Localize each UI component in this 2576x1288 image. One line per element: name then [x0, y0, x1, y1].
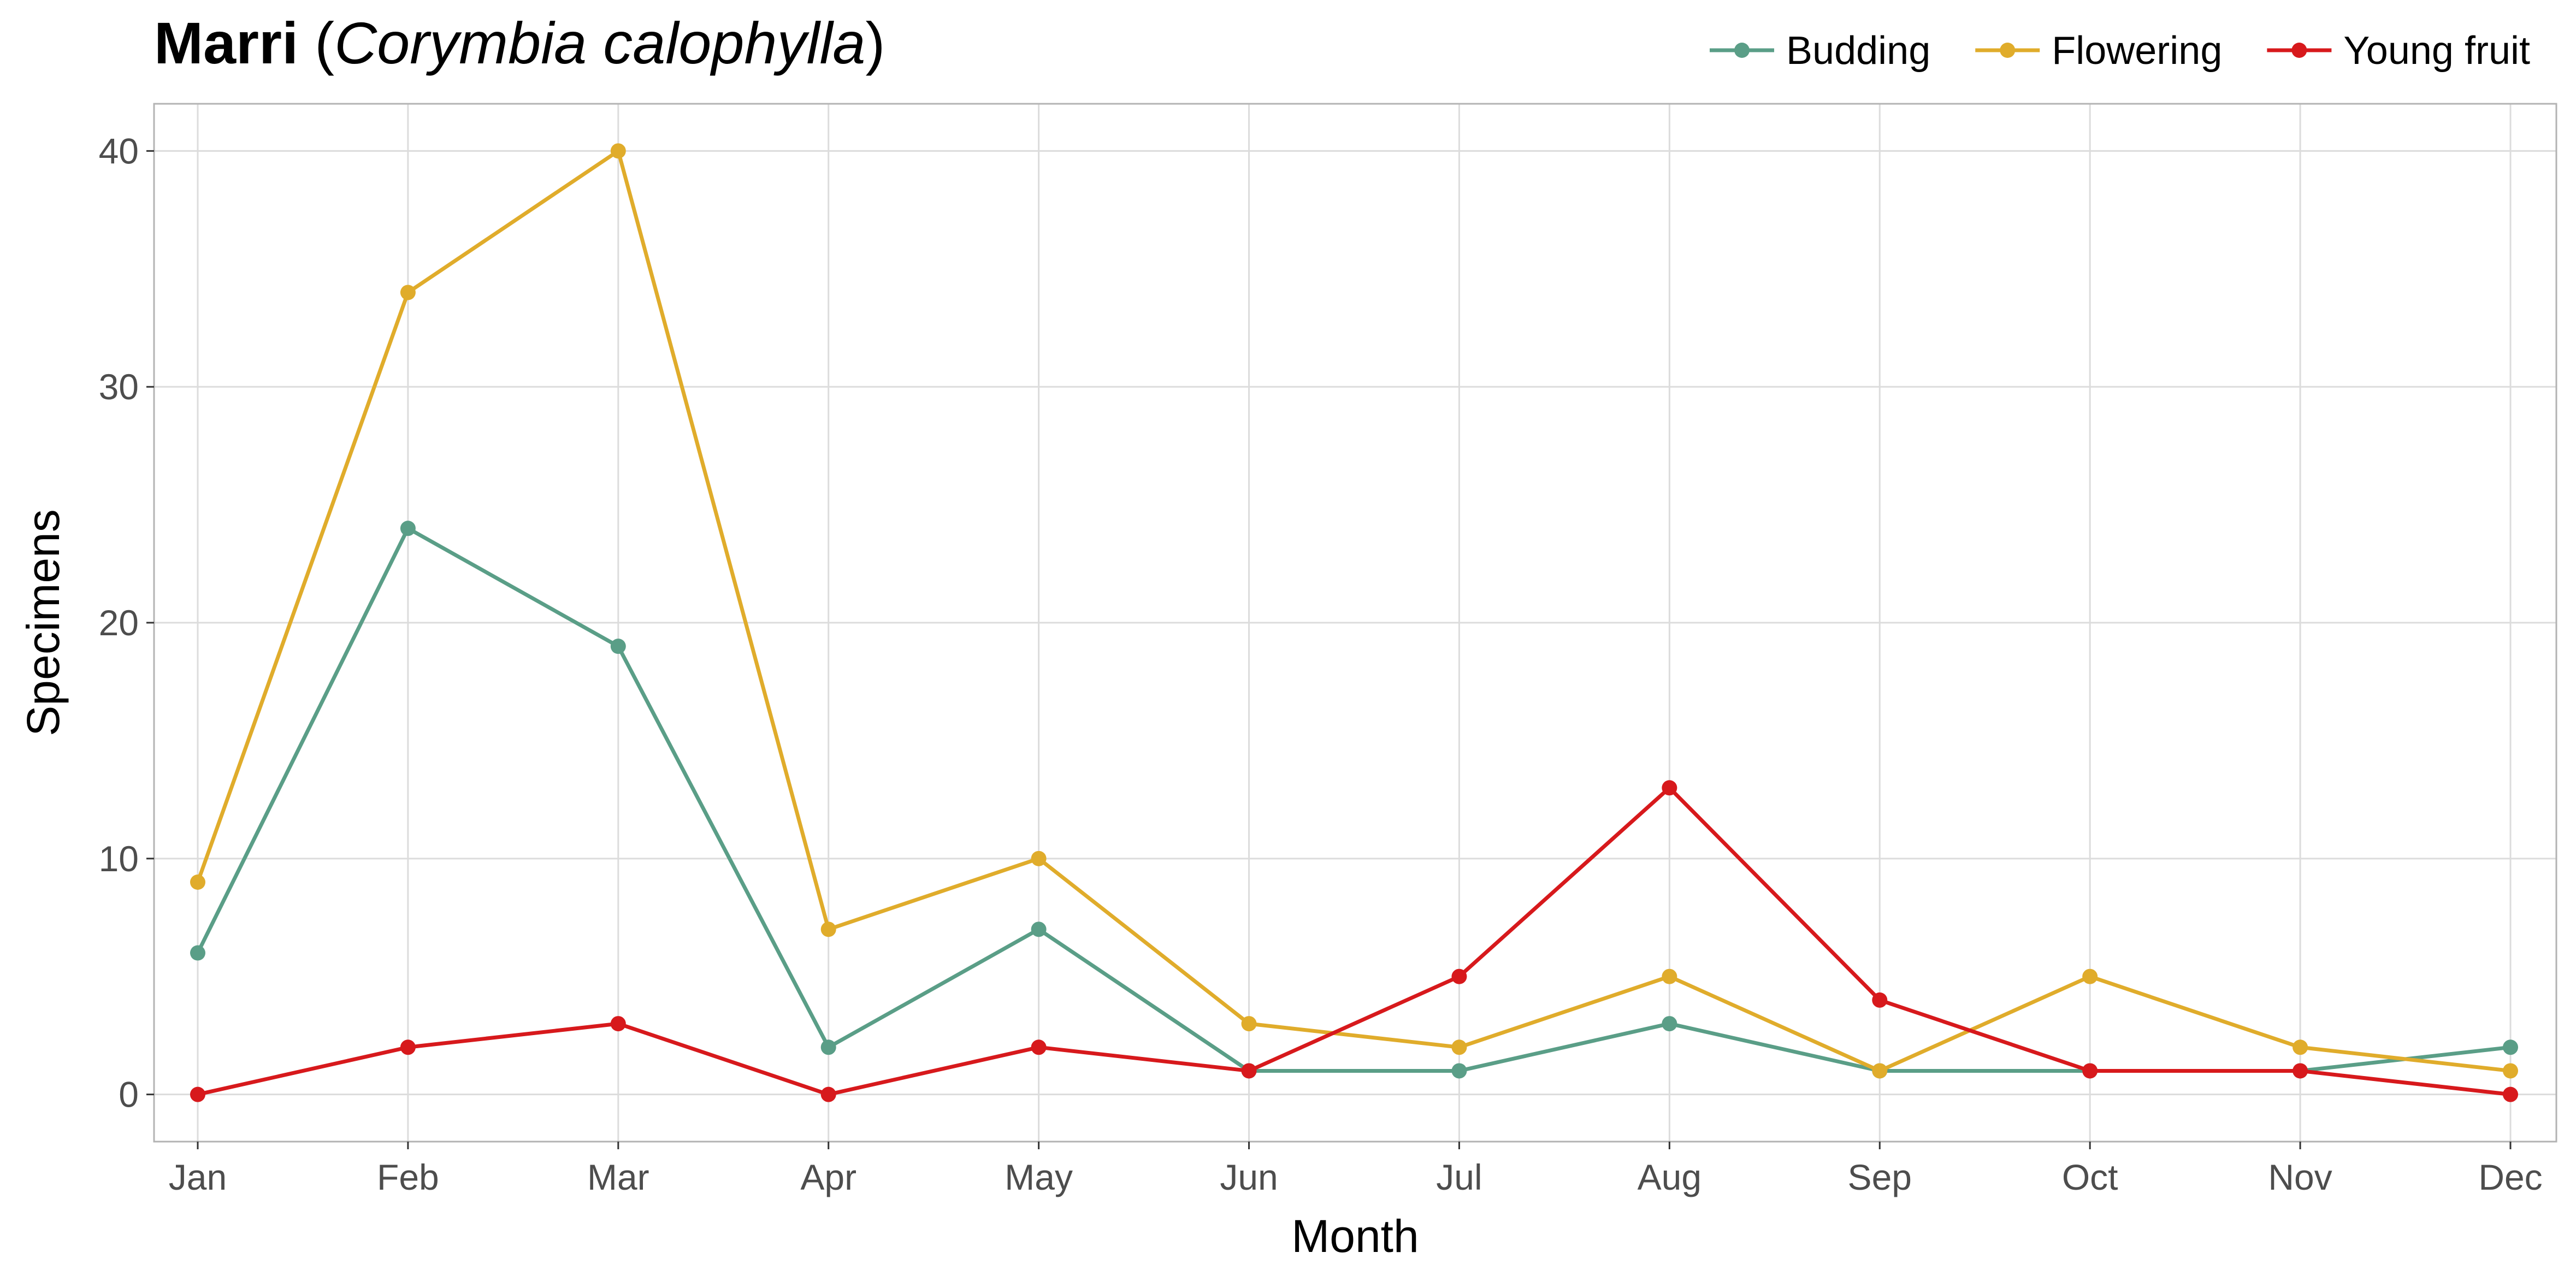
- data-point: [1872, 992, 1888, 1008]
- legend-label: Budding: [1786, 29, 1930, 73]
- data-point: [1031, 1039, 1047, 1055]
- data-point: [1031, 921, 1047, 937]
- chart-title-bold: Marri: [154, 10, 298, 76]
- x-tick-label: Dec: [2478, 1157, 2542, 1197]
- data-point: [820, 1039, 836, 1055]
- x-tick-label: Oct: [2062, 1157, 2118, 1197]
- data-point: [2293, 1039, 2308, 1055]
- y-tick-label: 30: [99, 367, 139, 407]
- data-point: [610, 639, 626, 654]
- data-point: [2293, 1063, 2308, 1079]
- x-tick-label: Aug: [1638, 1157, 1701, 1197]
- series-line: [196, 785, 2513, 1097]
- series-line: [196, 526, 2513, 1073]
- series-line: [196, 149, 2513, 1073]
- data-point: [1662, 968, 1677, 984]
- y-tick-label: 20: [99, 602, 139, 643]
- data-point: [1451, 1039, 1467, 1055]
- legend-item: Young fruit: [2267, 29, 2530, 73]
- x-axis-title: Month: [1291, 1210, 1419, 1262]
- chart-title-italic: Corymbia calophylla: [334, 10, 865, 76]
- x-axis-ticks: Jan Feb Mar Apr May Jun Jul Aug Sep Oct Nov Dec: [169, 1142, 2543, 1197]
- chart-title-close: ): [866, 10, 885, 76]
- data-point: [1662, 780, 1677, 796]
- x-tick-label: Feb: [377, 1157, 439, 1197]
- series-young-fruit: [190, 780, 2518, 1102]
- data-point: [2503, 1063, 2518, 1079]
- data-point: [190, 875, 205, 890]
- legend-key-point: [2291, 43, 2307, 58]
- data-point: [820, 921, 836, 937]
- y-tick-label: 10: [99, 838, 139, 879]
- chart-title: Marri (Corymbia calophylla): [154, 10, 885, 76]
- series-flowering: [190, 143, 2518, 1079]
- legend-key-point: [1734, 43, 1750, 58]
- x-tick-label: May: [1005, 1157, 1073, 1197]
- data-point: [1662, 1016, 1677, 1032]
- y-axis-title: Specimens: [17, 509, 69, 736]
- data-point: [1031, 850, 1047, 866]
- x-tick-label: Sep: [1848, 1157, 1912, 1197]
- data-point: [2082, 968, 2098, 984]
- chart-title-open: (: [298, 10, 334, 76]
- data-point: [2082, 1063, 2098, 1079]
- gridlines: [154, 104, 2556, 1142]
- data-point: [610, 143, 626, 159]
- data-point: [2503, 1039, 2518, 1055]
- data-point: [190, 945, 205, 961]
- series-layer: [190, 143, 2518, 1102]
- y-axis-ticks: 0 10 20 30 40: [99, 131, 154, 1115]
- data-point: [2503, 1086, 2518, 1102]
- x-tick-label: Jan: [169, 1157, 227, 1197]
- legend-item: Flowering: [1975, 29, 2222, 73]
- y-tick-label: 0: [119, 1074, 139, 1115]
- x-tick-label: Mar: [587, 1157, 649, 1197]
- data-point: [610, 1016, 626, 1032]
- data-point: [1451, 968, 1467, 984]
- data-point: [400, 1039, 416, 1055]
- data-point: [190, 1086, 205, 1102]
- x-tick-label: Jul: [1436, 1157, 1482, 1197]
- legend-label: Young fruit: [2343, 29, 2530, 73]
- data-point: [820, 1086, 836, 1102]
- data-point: [1451, 1063, 1467, 1079]
- x-tick-label: Apr: [800, 1157, 856, 1197]
- data-point: [400, 521, 416, 536]
- x-tick-label: Nov: [2268, 1157, 2332, 1197]
- series-budding: [190, 521, 2518, 1079]
- data-point: [1872, 1063, 1888, 1079]
- legend-key-point: [2000, 43, 2016, 58]
- y-tick-label: 40: [99, 131, 139, 171]
- x-tick-label: Jun: [1220, 1157, 1278, 1197]
- legend: Budding Flowering Young fruit: [1710, 29, 2530, 73]
- legend-label: Flowering: [2052, 29, 2222, 73]
- legend-item: Budding: [1710, 29, 1930, 73]
- data-point: [1241, 1016, 1257, 1032]
- data-point: [400, 285, 416, 300]
- data-point: [1241, 1063, 1257, 1079]
